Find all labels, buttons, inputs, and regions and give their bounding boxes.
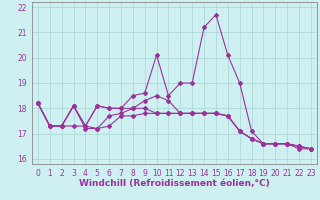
X-axis label: Windchill (Refroidissement éolien,°C): Windchill (Refroidissement éolien,°C) [79,179,270,188]
